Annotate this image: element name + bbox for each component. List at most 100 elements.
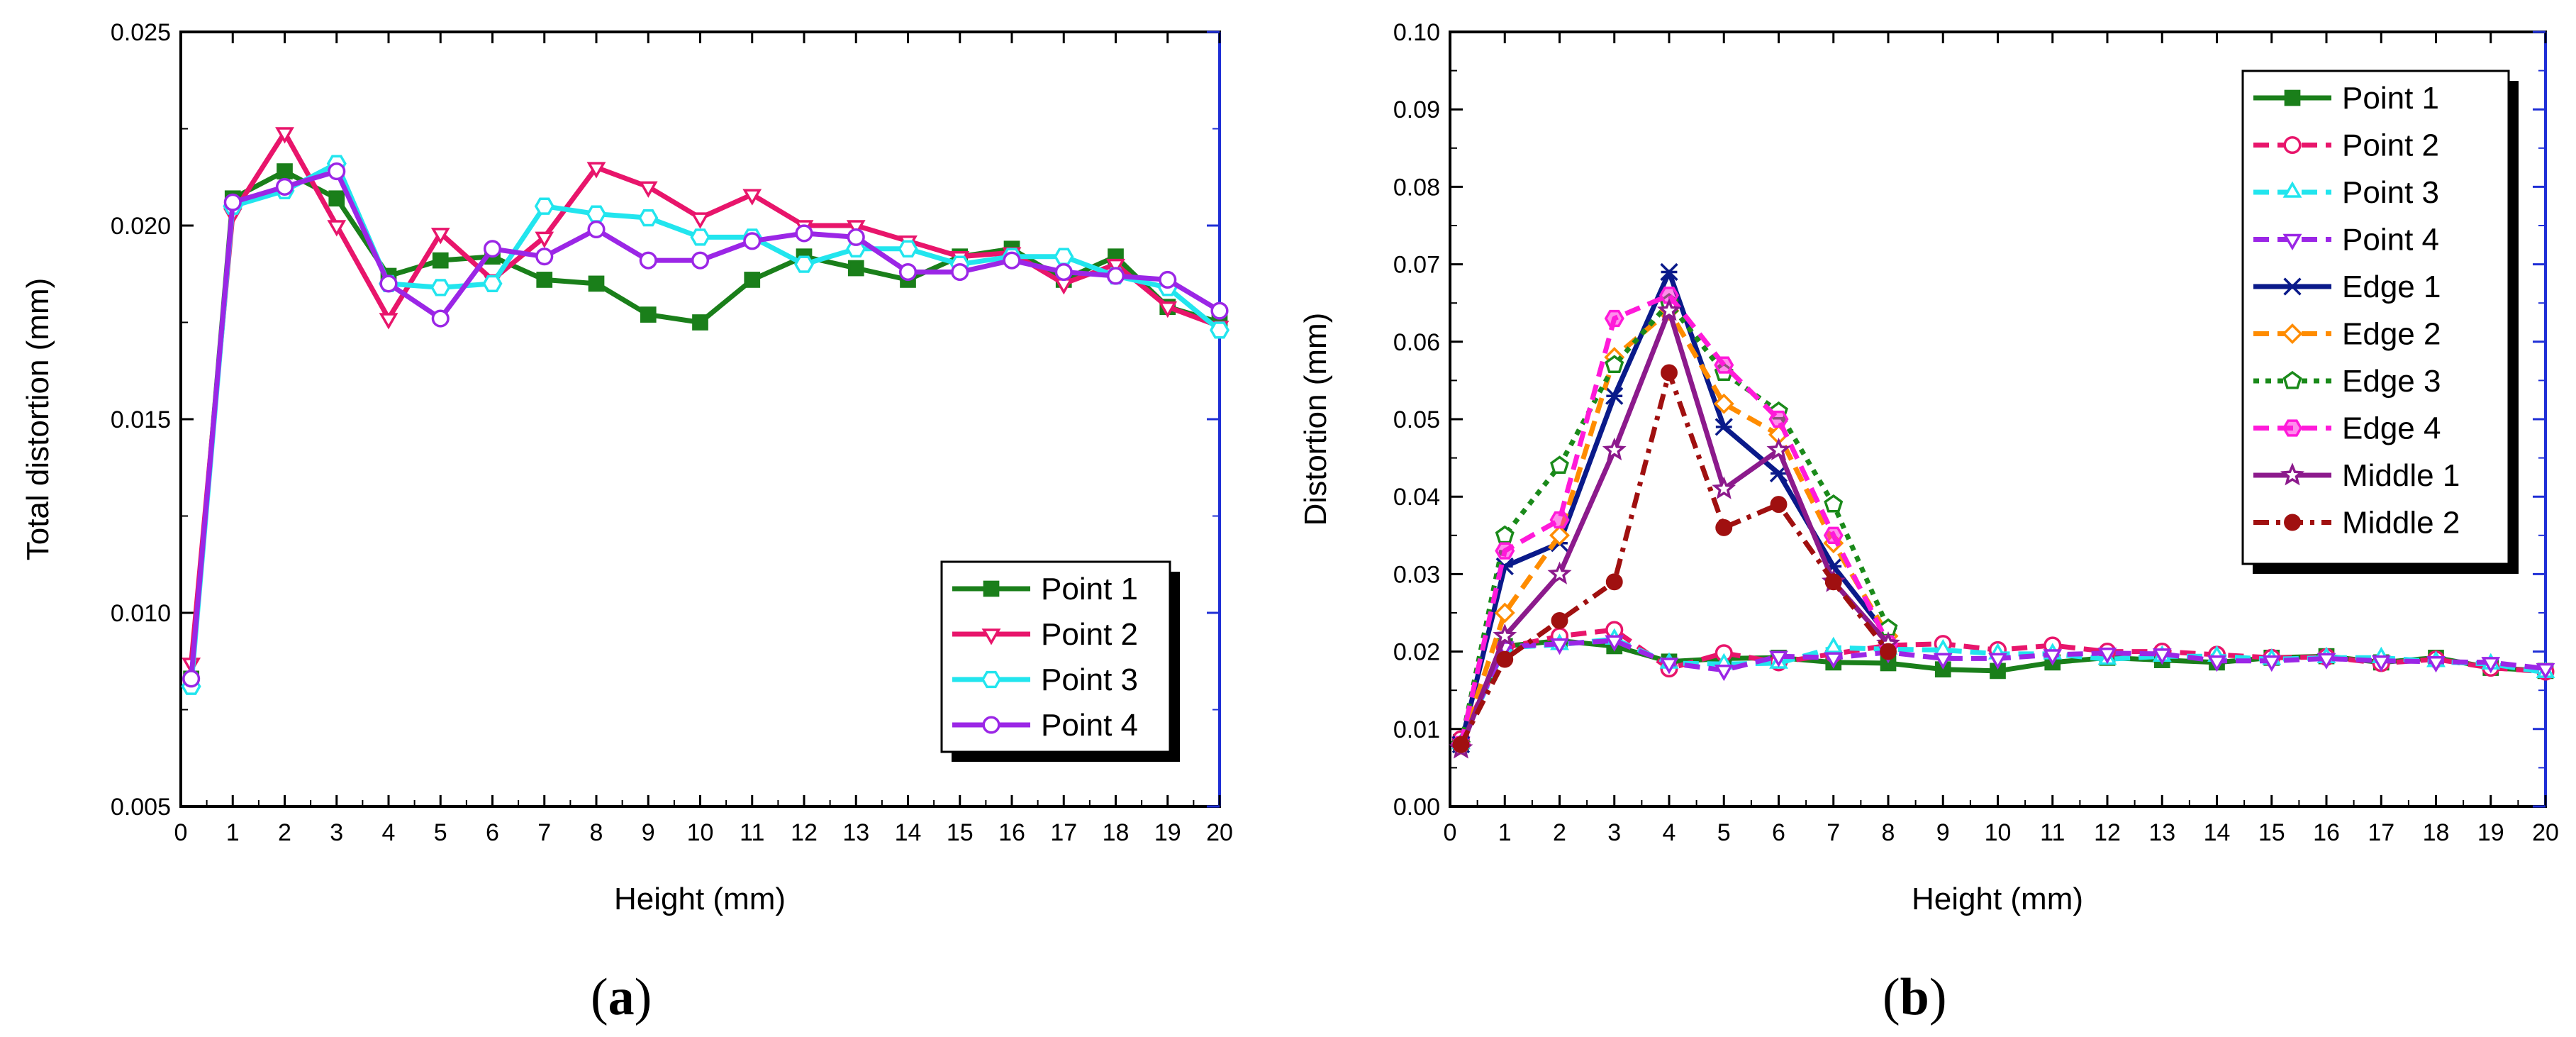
panel-a-data-point (328, 162, 346, 181)
panel-a-data-point (223, 193, 242, 211)
panel-b-legend-label: Point 3 (2342, 175, 2439, 210)
panel-b-legend-marker (2283, 135, 2302, 155)
panel-a-ytick-label: 0.025 (111, 19, 171, 46)
panel-a-data-point (482, 274, 503, 293)
panel-b-data-point (1768, 410, 1789, 428)
panel-b-legend-marker (2284, 514, 2301, 531)
panel-b-data-point (1714, 665, 1734, 682)
panel-b-ytick-label: 0.08 (1393, 174, 1440, 201)
panel-b-data-point (1824, 494, 1844, 513)
panel-a-data-point (535, 231, 554, 248)
panel-b-ytick-label: 0.03 (1393, 561, 1440, 588)
panel-a-data-point (535, 248, 554, 266)
panel-b-data-point (1452, 736, 1470, 753)
panel-a-xtick-label: 9 (642, 819, 655, 846)
panel-a-data-point (744, 272, 761, 288)
panel-b-ytick-label: 0.10 (1393, 19, 1440, 46)
panel-b-ytick-label: 0.06 (1393, 329, 1440, 356)
panel-a-data-point (534, 197, 554, 215)
panel-a-legend-marker (982, 716, 1000, 734)
panel-b-legend-label: Edge 2 (2342, 317, 2441, 352)
panel-b-data-point (1551, 611, 1568, 629)
panel-b-legend-item: Edge 1 (2253, 270, 2441, 304)
panel-b-legend-label: Middle 2 (2342, 506, 2460, 540)
panel-b-data-point (1550, 455, 1569, 474)
panel-a-data-point (1003, 251, 1021, 270)
panel-b-legend-marker (2284, 89, 2301, 106)
panel-b-ylabel: Distortion (mm) (1298, 313, 1333, 526)
panel-b-legend-item: Edge 3 (2253, 364, 2441, 399)
panel-a-data-point (586, 205, 607, 223)
panel-a-data-point (588, 275, 605, 292)
panel-b-data-point (1549, 525, 1570, 546)
panel-b-legend-marker (2282, 233, 2302, 250)
panel-b-data-point (1605, 387, 1624, 405)
panel-b-data-point (1824, 652, 1844, 669)
panel-b-legend-item: Point 4 (2253, 223, 2439, 257)
panel-b-ytick-label: 0.02 (1393, 639, 1440, 666)
panel-b-legend-label: Edge 3 (2342, 364, 2441, 399)
panel-b-ytick-label: 0.07 (1393, 252, 1440, 279)
panel-b-data-point (2481, 657, 2501, 674)
panel-b-xlabel: Height (mm) (1912, 882, 2083, 916)
panel-a-data-point (795, 224, 813, 243)
panel-b-data-point (1658, 287, 1680, 304)
panel-a-data-point (1159, 270, 1177, 289)
panel-a-caption-letter: a (608, 968, 635, 1026)
panel-b-data-point (1660, 262, 1678, 282)
panel-b-ytick-label: 0.09 (1393, 96, 1440, 123)
panel-a-legend-item: Point 4 (952, 708, 1138, 743)
panel-a-xtick-label: 8 (590, 819, 603, 846)
panel-a-xtick-label: 20 (1206, 819, 1233, 846)
panel-a-xtick-label: 17 (1050, 819, 1077, 846)
panel-b-legend-label: Edge 4 (2342, 411, 2441, 446)
panel-b-xtick-label: 8 (1882, 819, 1895, 846)
panel-a-xtick-label: 12 (791, 819, 818, 846)
panel-a-legend-label: Point 1 (1041, 572, 1138, 606)
panel-b-data-point (1880, 643, 1897, 660)
panel-b: 0 1 2 3 4 5 6 7 8 9 10 11 12 13 14 15 16 17 18 19 200.000.01… (1298, 19, 2559, 1026)
panel-b-legend-marker (2280, 462, 2304, 486)
panel-b-legend-marker (2282, 181, 2302, 198)
panel-b-legend-item: Point 2 (2253, 128, 2439, 163)
panel-b-data-point (2536, 662, 2555, 680)
panel-a-data-point (1158, 301, 1178, 318)
panel-b-xtick-label: 7 (1827, 819, 1840, 846)
panel-a-xtick-label: 5 (434, 819, 447, 846)
panel-a-ytick-label: 0.005 (111, 794, 171, 821)
panel-b-data-point (1661, 364, 1678, 382)
panel-a-xtick-label: 7 (537, 819, 551, 846)
panel-b-xtick-label: 2 (1553, 819, 1566, 846)
panel-a-xtick-label: 10 (687, 819, 714, 846)
panel-a-data-point (1210, 301, 1229, 320)
panel-b-legend-label: Point 2 (2342, 128, 2439, 163)
panel-b-xtick-label: 11 (2040, 819, 2065, 846)
panel-a-xtick-label: 6 (486, 819, 499, 846)
panel-b-series-middle-2 (1452, 364, 1897, 753)
panel-a-legend-label: Point 4 (1041, 708, 1138, 743)
panel-a-ytick-label: 0.010 (111, 600, 171, 627)
panel-a-xtick-label: 19 (1154, 819, 1181, 846)
panel-a-data-point (483, 240, 502, 258)
panel-a-xtick-label: 3 (330, 819, 343, 846)
panel-a-legend-item: Point 2 (952, 617, 1138, 652)
panel-b-xtick-label: 6 (1772, 819, 1785, 846)
panel-a-xtick-label: 15 (947, 819, 974, 846)
panel-a-ytick-label: 0.015 (111, 406, 171, 433)
panel-b-legend-label: Point 1 (2342, 81, 2439, 116)
panel-b-data-point (1496, 650, 1514, 668)
panel-a-data-point (690, 228, 710, 246)
panel-b-data-point (2371, 655, 2391, 672)
panel-b-data-point (1550, 638, 1569, 655)
panel-b-data-point (1657, 298, 1681, 321)
panel-b-data-point (1493, 623, 1517, 647)
panel-a-xtick-label: 0 (174, 819, 188, 846)
panel-b-xtick-label: 15 (2258, 819, 2285, 846)
panel-b-xtick-label: 1 (1498, 819, 1512, 846)
panel-a-legend-item: Point 1 (952, 572, 1138, 606)
panel-b-caption-letter: b (1900, 968, 1929, 1026)
panel-b-legend-marker (2282, 323, 2303, 344)
panel-a-caption: (a) (591, 968, 652, 1026)
panel-a-xtick-label: 16 (998, 819, 1025, 846)
panel-b-xtick-label: 14 (2204, 819, 2231, 846)
